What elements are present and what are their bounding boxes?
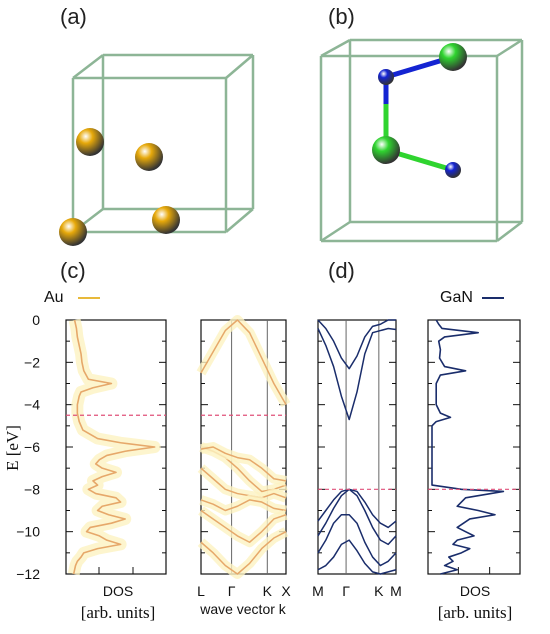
- au-dos-xunits: [arb. units]: [81, 603, 156, 622]
- cell-edge: [225, 208, 254, 233]
- panel-label-a: (a): [60, 4, 87, 29]
- k-point-label: M: [390, 583, 402, 599]
- legend-gan-label: GaN: [440, 289, 473, 306]
- y-tick-label: −4: [24, 397, 40, 413]
- band-line: [200, 531, 287, 575]
- band-line: [317, 539, 397, 575]
- au-atom: [152, 206, 180, 234]
- y-tick-label: −12: [16, 566, 40, 582]
- panel-label-d: (d): [328, 258, 355, 283]
- y-tick-labels: 0 −2 −4 −6 −8 −10 −12: [16, 312, 40, 582]
- au-atom: [135, 143, 163, 171]
- cell-edge: [225, 54, 254, 79]
- n-atom: [445, 162, 461, 178]
- band-line: [317, 488, 397, 529]
- k-point-label: X: [281, 583, 291, 599]
- ga-atom: [372, 136, 400, 164]
- band-line: [200, 509, 287, 543]
- gan-crystal-structure: [319, 38, 524, 243]
- cell-edge: [72, 54, 104, 79]
- gan-dos-plot: [427, 319, 521, 575]
- y-tick-label: −2: [24, 354, 40, 370]
- k-point-label: K: [374, 583, 384, 599]
- au-crystal-structure: [59, 53, 255, 246]
- ga-atom: [439, 43, 467, 71]
- panel-label-b: (b): [328, 4, 355, 29]
- band-line: [317, 488, 397, 546]
- gan-dos-xunits: [arb. units]: [438, 603, 513, 622]
- dos-curve: [72, 319, 156, 575]
- cell-edge: [320, 38, 351, 58]
- dos-curve: [431, 319, 505, 575]
- panel-label-c: (c): [60, 258, 86, 283]
- band-line: [200, 499, 287, 512]
- band-line: [317, 319, 396, 370]
- band-line: [317, 513, 397, 567]
- k-point-label: Γ: [342, 583, 350, 599]
- k-point-label: M: [312, 583, 324, 599]
- cell-edge: [496, 38, 523, 58]
- band-glow: [196, 315, 291, 408]
- au-atom: [59, 218, 87, 246]
- band-line: [200, 319, 287, 406]
- dos-glow: [67, 318, 161, 576]
- band-line: [200, 467, 287, 499]
- au-bands-xlabel: wave vector k: [199, 601, 287, 617]
- k-point-label: K: [263, 583, 273, 599]
- legend-au-label: Au: [44, 289, 64, 306]
- y-tick-label: −8: [24, 481, 40, 497]
- gan-dos-xlabel: DOS: [460, 583, 490, 599]
- cell-edge: [496, 221, 523, 242]
- k-point-label: L: [197, 583, 205, 599]
- au-atom: [76, 128, 104, 156]
- band-line: [317, 327, 397, 421]
- y-tick-label: 0: [32, 312, 40, 328]
- y-tick-label: −6: [24, 439, 40, 455]
- n-atom: [378, 69, 394, 85]
- y-tick-label: −10: [16, 524, 40, 540]
- au-dos-plot: [65, 318, 167, 576]
- cell-edge: [320, 220, 351, 243]
- band-line: [200, 446, 287, 482]
- au-dos-xlabel: DOS: [103, 583, 133, 599]
- k-point-label: Γ: [228, 583, 236, 599]
- y-axis-title: E [eV]: [3, 425, 22, 471]
